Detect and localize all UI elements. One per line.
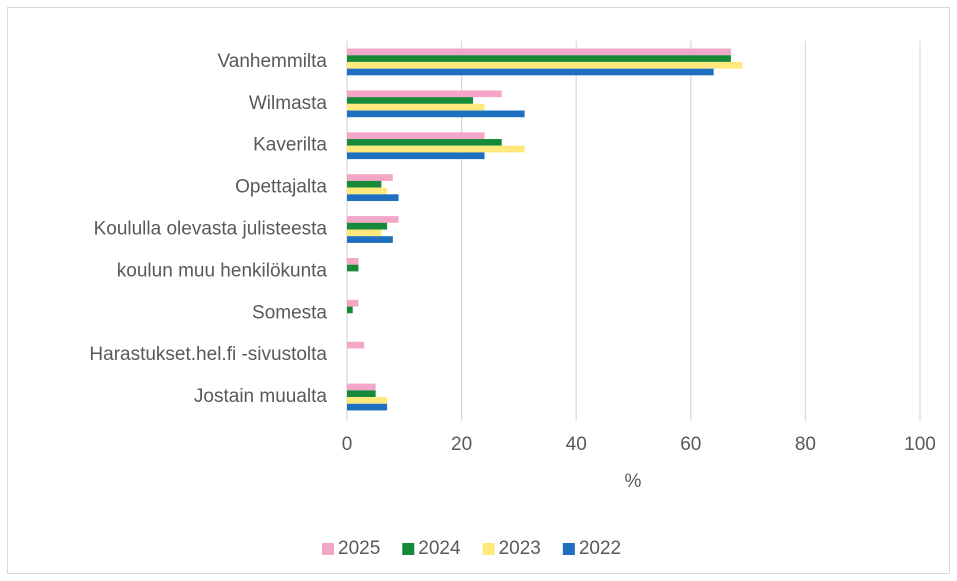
bar — [347, 383, 376, 391]
bar — [347, 390, 376, 398]
legend-swatch — [482, 543, 495, 555]
bar — [347, 229, 382, 237]
legend-label: 2025 — [338, 538, 380, 559]
x-tick-label: 20 — [451, 434, 472, 455]
bar — [347, 403, 388, 411]
bar — [347, 48, 731, 56]
bar — [347, 187, 388, 195]
y-tick-label: Harastukset.hel.fi -sivustolta — [89, 344, 327, 365]
bar — [347, 90, 502, 98]
y-tick-label: Jostain muualta — [194, 386, 328, 407]
legend-label: 2024 — [418, 538, 461, 559]
y-tick-label: Wilmasta — [249, 93, 328, 114]
x-tick-label: 60 — [680, 434, 701, 455]
bar — [347, 222, 388, 230]
bar — [347, 257, 359, 265]
bar — [347, 236, 393, 243]
x-tick-label: 100 — [904, 434, 936, 455]
legend-label: 2023 — [499, 538, 541, 559]
bar — [347, 132, 485, 140]
legend-label: 2022 — [579, 538, 621, 559]
bar — [347, 68, 714, 76]
bar — [347, 194, 399, 202]
bar — [347, 110, 525, 118]
bar — [347, 341, 365, 349]
bar — [347, 103, 485, 111]
y-tick-label: Somesta — [252, 302, 327, 323]
bar — [347, 397, 388, 404]
bar — [347, 174, 393, 181]
y-tick-label: Vanhemmilta — [218, 51, 328, 72]
bar — [347, 180, 382, 188]
bar — [347, 264, 359, 272]
x-tick-label: 80 — [795, 434, 816, 455]
y-tick-label: Opettajalta — [235, 177, 327, 198]
y-tick-label: Koululla olevasta julisteesta — [94, 219, 328, 240]
y-tick-label: koulun muu henkilökunta — [117, 260, 328, 281]
bar — [347, 152, 485, 160]
x-axis-label: % — [625, 471, 642, 492]
bar — [347, 299, 359, 307]
bar — [347, 97, 474, 104]
y-tick-label: Kaverilta — [253, 135, 327, 156]
legend-swatch — [322, 543, 334, 555]
legend-swatch — [402, 543, 415, 555]
bar — [347, 139, 502, 146]
x-tick-label: 0 — [342, 434, 353, 455]
bar — [347, 55, 731, 62]
bar — [347, 216, 399, 223]
bar — [347, 61, 743, 69]
bar — [347, 145, 525, 153]
legend-swatch — [562, 543, 575, 555]
bar — [347, 306, 353, 314]
chart-frame — [7, 7, 950, 574]
x-tick-label: 40 — [566, 434, 587, 455]
